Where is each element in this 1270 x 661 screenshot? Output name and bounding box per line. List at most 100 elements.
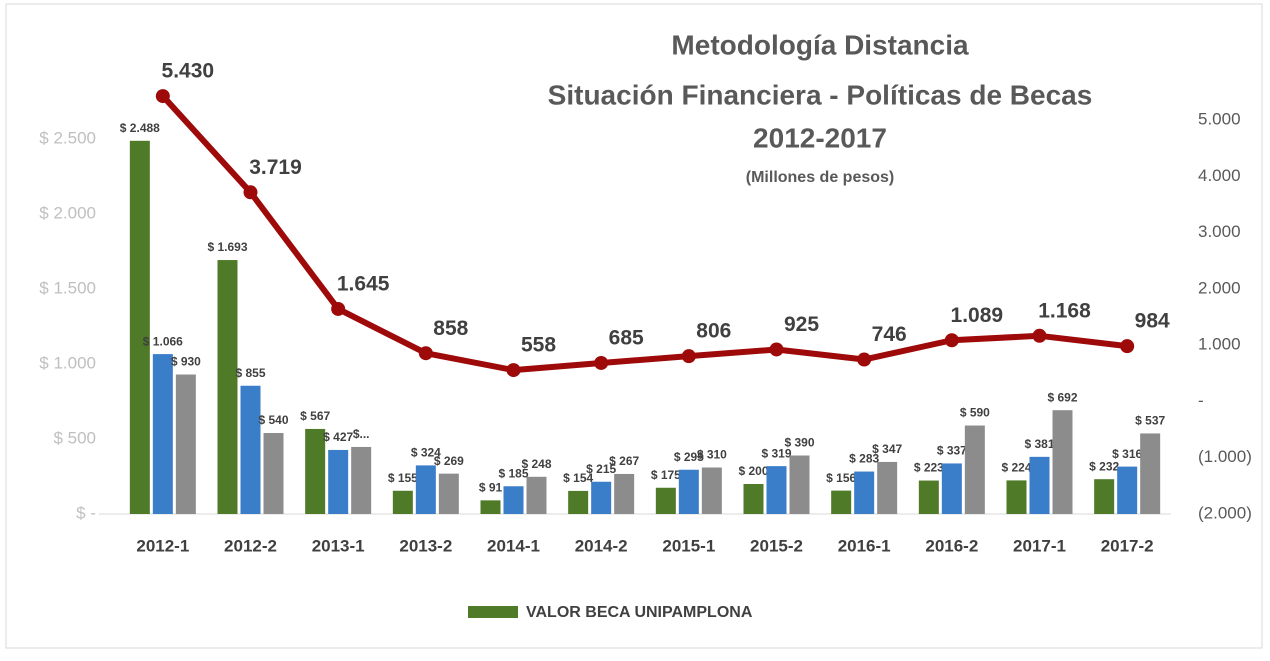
y-tick-label: $ 2.000 (39, 203, 96, 222)
bar (877, 461, 898, 514)
line-marker (155, 89, 170, 104)
line-label: 1.168 (1038, 299, 1091, 322)
x-tick-label: 2015-1 (662, 536, 715, 555)
line-marker (418, 346, 433, 361)
bar-label: $ 310 (697, 448, 727, 462)
bar-label: $ 855 (235, 366, 265, 380)
bar-label: $ 185 (498, 466, 528, 480)
bar-label: $ 590 (960, 406, 990, 420)
bar (305, 428, 326, 514)
bar-label: $ 154 (563, 471, 593, 485)
bar (831, 490, 852, 514)
bar-label: $ 319 (761, 446, 791, 460)
bar-label: $ 337 (937, 444, 967, 458)
y-tick-label: $ 1.500 (39, 278, 96, 297)
x-tick-label: 2013-2 (399, 536, 452, 555)
bar-label: $ 1.693 (207, 240, 247, 254)
bar-label: $ 267 (609, 454, 639, 468)
line-marker (594, 355, 609, 370)
bar-label: $ 248 (521, 457, 551, 471)
x-tick-label: 2012-1 (136, 536, 189, 555)
y2-tick-label: 5.000 (1198, 110, 1241, 129)
chart-subtitle: (Millones de pesos) (746, 169, 894, 186)
bar-label: $ 930 (171, 355, 201, 369)
bar (1052, 410, 1073, 514)
y-tick-label: $ 500 (53, 428, 96, 447)
x-tick-label: 2016-1 (838, 536, 891, 555)
bar-label: $ 567 (300, 409, 330, 423)
y2-tick-label: 3.000 (1198, 222, 1241, 241)
bar (129, 140, 150, 515)
line-label: 746 (872, 323, 907, 346)
line-marker (1032, 328, 1047, 343)
line-label: 558 (521, 334, 556, 357)
y-tick-label: $ - (76, 503, 96, 522)
bar-label: $ 175 (651, 468, 681, 482)
line-label: 685 (609, 327, 644, 350)
bar (614, 473, 635, 514)
y2-tick-label: (1.000) (1198, 447, 1252, 466)
x-tick-label: 2012-2 (224, 536, 277, 555)
chart-title: Metodología Distancia (671, 29, 969, 60)
bar-label: $ 224 (1001, 461, 1031, 475)
bar (743, 484, 764, 514)
bar-label: $ 156 (826, 471, 856, 485)
bar (918, 480, 939, 514)
bar (678, 469, 699, 514)
bar-label: $ 427 (323, 430, 353, 444)
bar (1140, 433, 1161, 514)
bar (655, 487, 676, 514)
y-tick-label: $ 2.500 (39, 128, 96, 147)
bar-label: $ 91 (479, 481, 503, 495)
bar (854, 471, 875, 514)
x-tick-label: 2016-2 (925, 536, 978, 555)
line-label: 984 (1135, 310, 1170, 333)
legend-swatch (468, 606, 518, 618)
bar (789, 455, 810, 514)
line (160, 94, 1128, 374)
bar-label: $ 540 (258, 413, 288, 427)
line-label: 3.719 (249, 156, 302, 179)
x-tick-label: 2013-1 (312, 536, 365, 555)
bar (766, 466, 787, 514)
x-tick-label: 2017-2 (1101, 536, 1154, 555)
bar-label: $ 347 (872, 442, 902, 456)
bar (415, 465, 436, 514)
line-marker (1120, 339, 1135, 354)
line-label: 5.430 (162, 60, 215, 83)
bar (240, 385, 261, 514)
bar (480, 500, 501, 514)
line-label: 858 (433, 317, 468, 340)
y2-tick-label: (2.000) (1198, 503, 1252, 522)
y2-tick-label: 1.000 (1198, 335, 1241, 354)
x-tick-label: 2014-2 (575, 536, 628, 555)
legend-label: VALOR BECA UNIPAMPLONA (526, 604, 753, 621)
y2-tick-label: 2.000 (1198, 278, 1241, 297)
line-marker (944, 333, 959, 348)
bar (964, 425, 985, 514)
bar (175, 374, 196, 514)
bar-label: $ 692 (1047, 390, 1077, 404)
frame (5, 3, 1263, 649)
bar-label: $ 155 (388, 471, 418, 485)
bar-label: $ 283 (849, 452, 879, 466)
line-marker (769, 342, 784, 357)
bar-label: $ 215 (586, 462, 616, 476)
bar (1029, 456, 1050, 514)
bar-label: $ 537 (1135, 414, 1165, 428)
bar-label: $ 269 (434, 454, 464, 468)
bar (503, 486, 524, 514)
line-marker (857, 352, 872, 367)
bar (1094, 479, 1115, 514)
bar-label: $ 200 (738, 464, 768, 478)
line-marker (681, 349, 696, 364)
bar-label: $ 223 (914, 461, 944, 475)
bar (701, 467, 722, 514)
bar-label: $ 2.488 (120, 121, 160, 135)
line-label: 1.089 (951, 304, 1004, 327)
chart-title: 2012-2017 (753, 122, 887, 153)
bar (591, 481, 612, 514)
y2-tick-label: - (1198, 391, 1204, 410)
bar (568, 490, 589, 514)
